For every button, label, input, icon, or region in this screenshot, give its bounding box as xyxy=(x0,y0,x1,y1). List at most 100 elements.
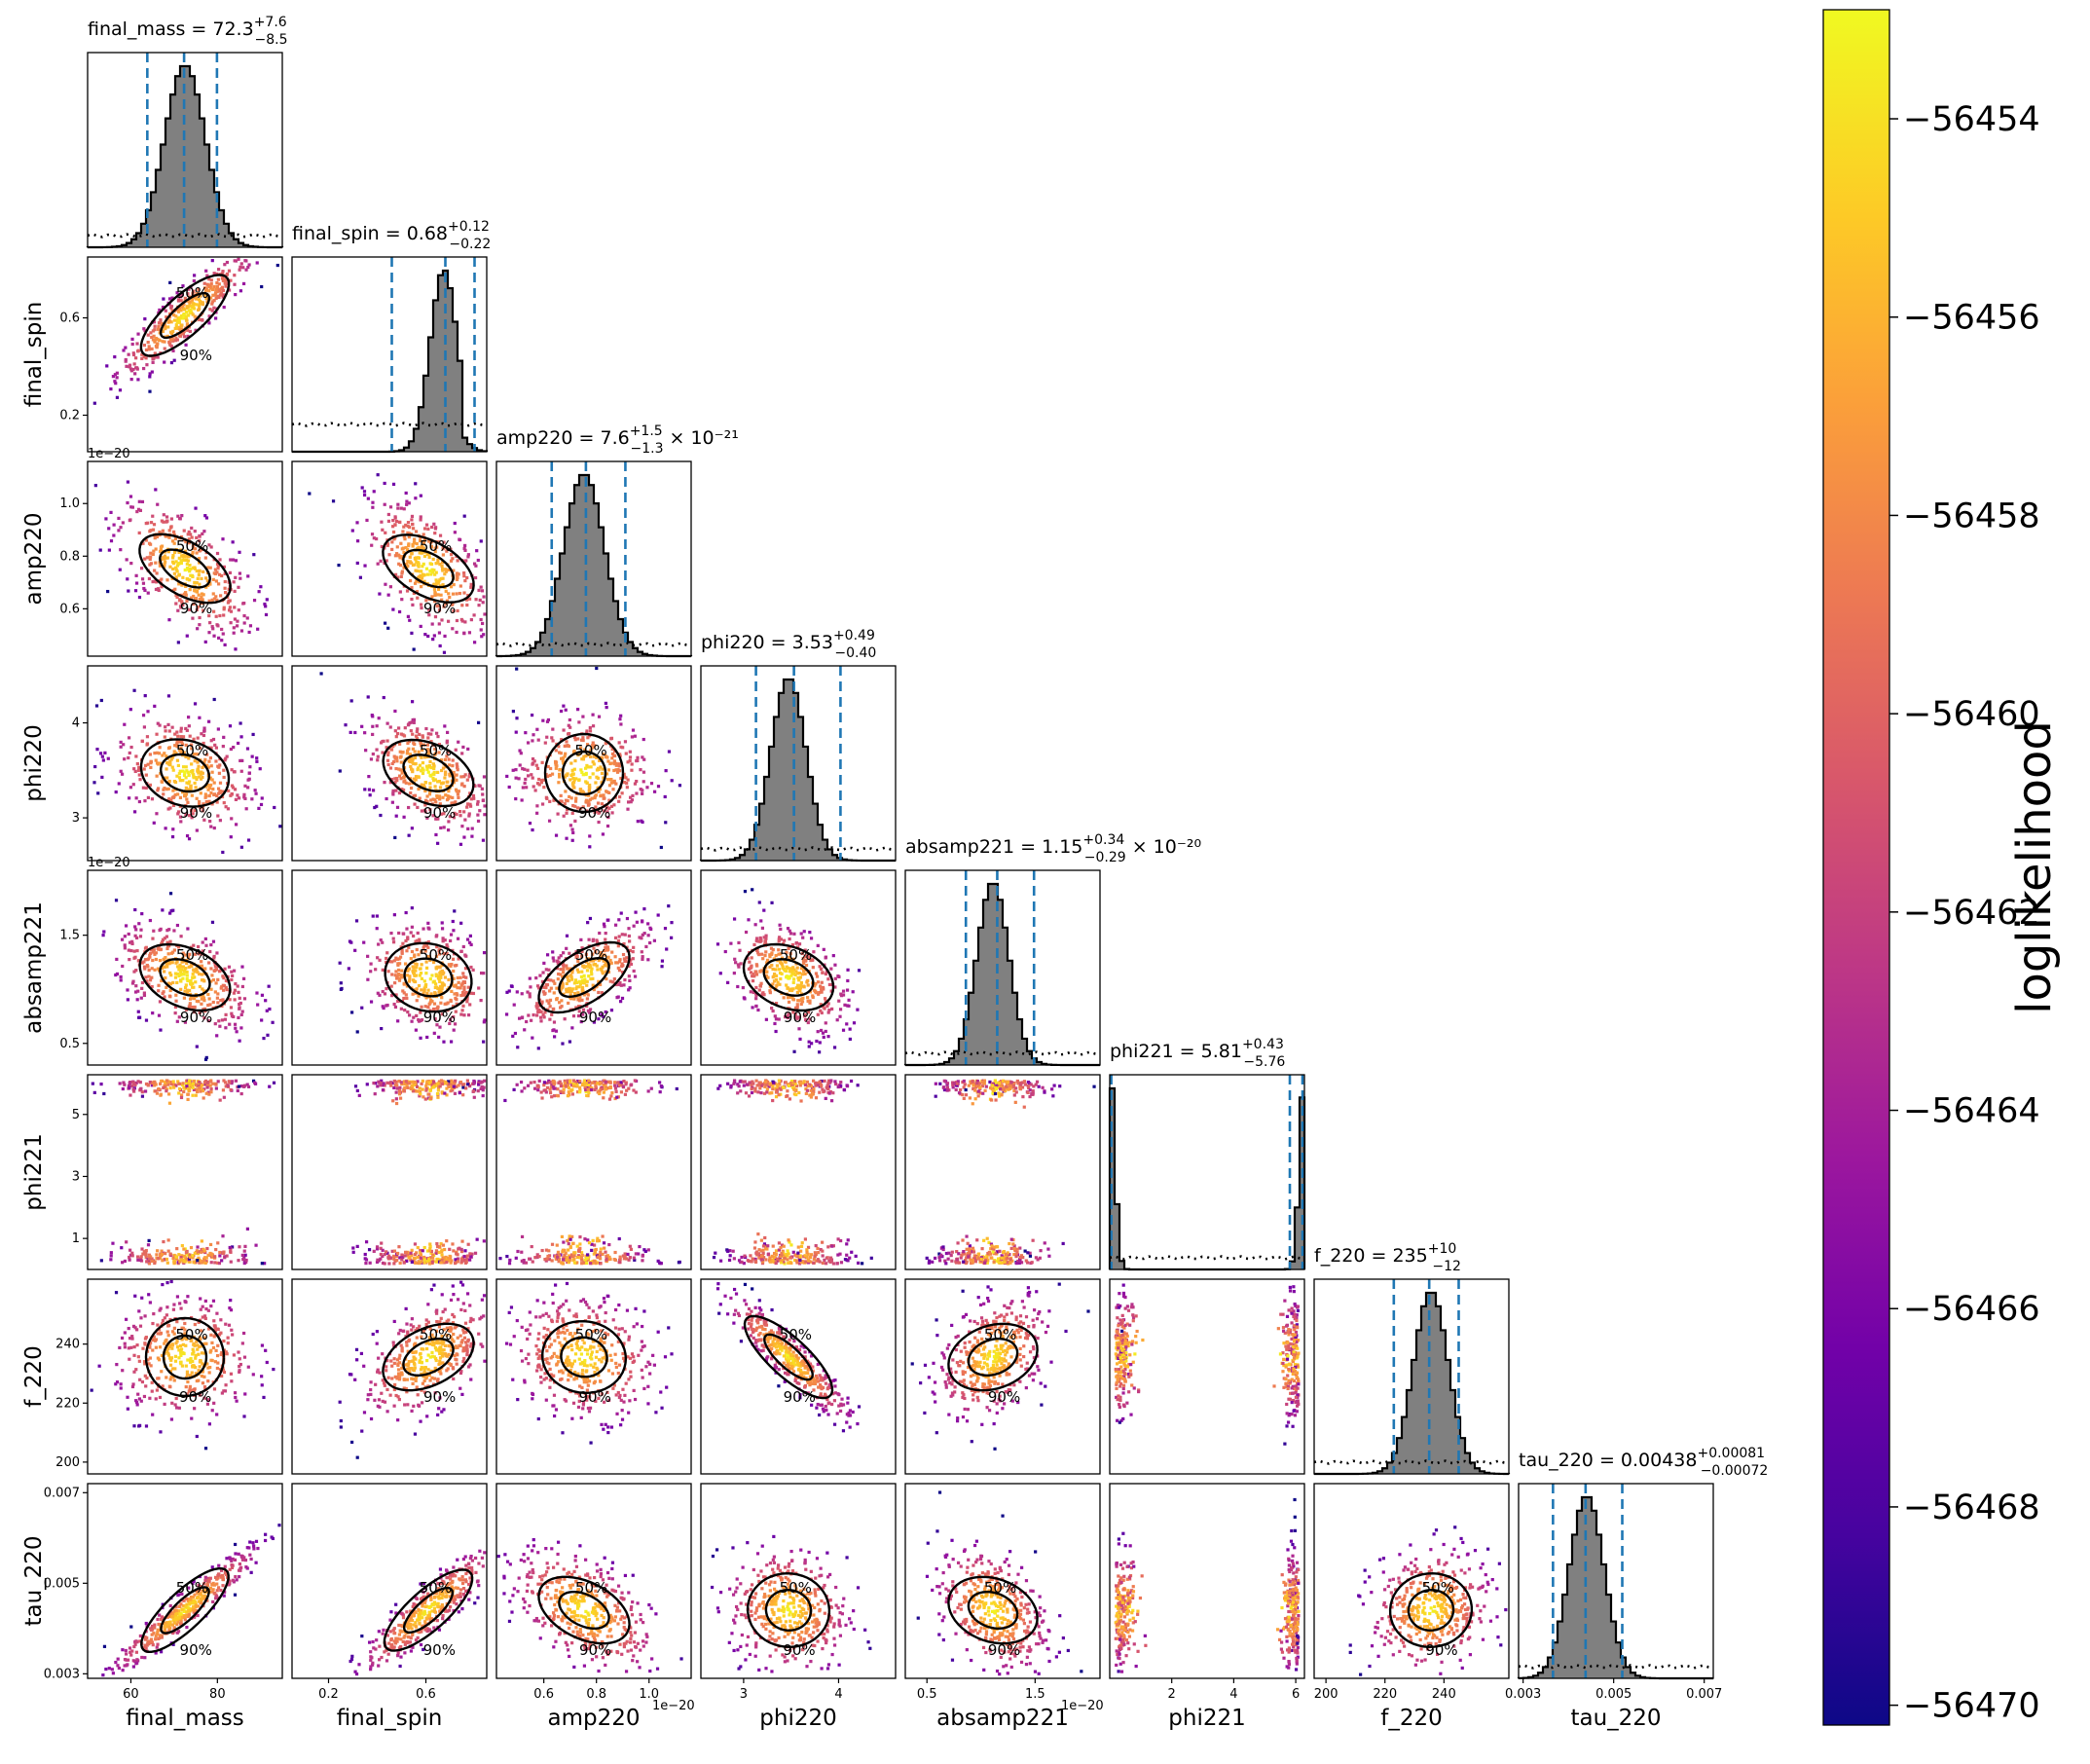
scatter-point xyxy=(480,635,484,639)
scatter-point xyxy=(556,977,560,981)
scatter-point xyxy=(180,514,184,518)
scatter-point xyxy=(378,958,382,962)
scatter-point xyxy=(191,1082,196,1085)
scatter-point xyxy=(218,613,222,618)
scatter-point xyxy=(578,788,582,791)
scatter-point xyxy=(544,985,548,990)
scatter-point xyxy=(156,721,160,725)
scatter-point xyxy=(166,534,171,538)
scatter-point xyxy=(156,1249,160,1253)
scatter-point xyxy=(401,546,405,550)
scatter-point xyxy=(404,910,408,915)
scatter-point xyxy=(439,1001,443,1005)
scatter-point xyxy=(222,768,226,772)
scatter-point xyxy=(420,585,423,589)
scatter-point xyxy=(612,779,616,784)
scatter-point xyxy=(428,782,432,786)
scatter-point xyxy=(95,748,99,752)
scatter-point xyxy=(592,946,596,950)
scatter-point xyxy=(567,978,570,982)
scatter-point xyxy=(752,974,756,978)
scatter-point xyxy=(211,293,215,297)
scatter-point xyxy=(763,953,767,958)
scatter-point xyxy=(440,1012,444,1016)
contour-label: 50% xyxy=(420,946,452,964)
scatter-point xyxy=(158,723,162,727)
scatter-point xyxy=(156,355,160,359)
scatter-point xyxy=(201,940,204,944)
scatter-point xyxy=(167,529,171,533)
scatter-point xyxy=(192,278,196,283)
scatter-point xyxy=(221,1251,226,1255)
scatter-point xyxy=(820,990,824,994)
scatter-point xyxy=(140,1090,144,1094)
scatter-point xyxy=(118,1082,122,1085)
scatter-point xyxy=(440,984,445,988)
scatter-point xyxy=(215,996,219,1000)
scatter-point xyxy=(399,732,403,736)
scatter-point xyxy=(618,958,622,962)
scatter-point xyxy=(193,566,197,570)
scatter-point xyxy=(144,1256,148,1260)
scatter-point xyxy=(766,975,770,979)
scatter-point xyxy=(171,560,175,564)
scatter-point xyxy=(396,963,400,967)
scatter-point xyxy=(447,963,451,967)
scatter-point xyxy=(172,929,176,933)
scatter-point xyxy=(421,565,424,569)
scatter-point xyxy=(453,521,457,526)
scatter-point xyxy=(198,307,202,311)
scatter-point xyxy=(169,517,174,521)
scatter-point xyxy=(143,967,147,971)
scatter-point xyxy=(796,945,800,949)
scatter-point xyxy=(771,982,775,986)
scatter-point xyxy=(562,992,566,996)
scatter-point xyxy=(534,763,538,767)
scatter-point xyxy=(612,753,616,757)
scatter-point xyxy=(526,990,530,994)
scatter-point xyxy=(463,543,467,548)
scatter-point xyxy=(228,606,232,609)
scatter-point xyxy=(167,729,171,733)
scatter-point xyxy=(445,1239,449,1243)
scatter-point xyxy=(227,1080,231,1084)
scatter-point xyxy=(381,751,385,754)
scatter-point xyxy=(544,982,548,987)
scatter-point xyxy=(797,972,802,975)
scatter-point xyxy=(236,619,239,623)
scatter-point xyxy=(161,329,165,334)
scatter-point xyxy=(228,724,233,728)
scatter-point xyxy=(214,981,218,985)
scatter-point xyxy=(583,979,587,983)
scatter-point xyxy=(250,754,254,758)
scatter-point xyxy=(412,966,416,970)
scatter-point xyxy=(803,972,807,976)
scatter-point xyxy=(196,605,200,609)
scatter-point xyxy=(142,343,147,348)
scatter-point xyxy=(471,793,476,798)
scatter-point xyxy=(434,967,439,971)
scatter-point xyxy=(175,774,179,778)
scatter-point xyxy=(187,1257,192,1261)
scatter-point xyxy=(455,762,458,766)
scatter-point xyxy=(391,607,395,611)
scatter-point xyxy=(163,557,166,561)
scatter-point xyxy=(528,992,532,996)
scatter-point xyxy=(184,813,188,817)
scatter-point xyxy=(189,808,194,812)
scatter-point xyxy=(378,993,382,997)
scatter-point xyxy=(463,818,467,822)
scatter-point xyxy=(433,546,437,550)
scatter-point xyxy=(152,948,156,952)
scatter-point xyxy=(449,933,454,937)
scatter-point xyxy=(128,367,133,371)
scatter-point xyxy=(225,1254,229,1258)
scatter-point xyxy=(601,767,605,771)
scatter-point xyxy=(774,974,779,977)
scatter-point xyxy=(215,570,219,574)
scatter-point xyxy=(198,1086,202,1090)
scatter-point xyxy=(416,938,420,942)
scatter-point xyxy=(761,957,765,961)
scatter-point xyxy=(382,1006,385,1011)
scatter-point xyxy=(758,939,762,943)
